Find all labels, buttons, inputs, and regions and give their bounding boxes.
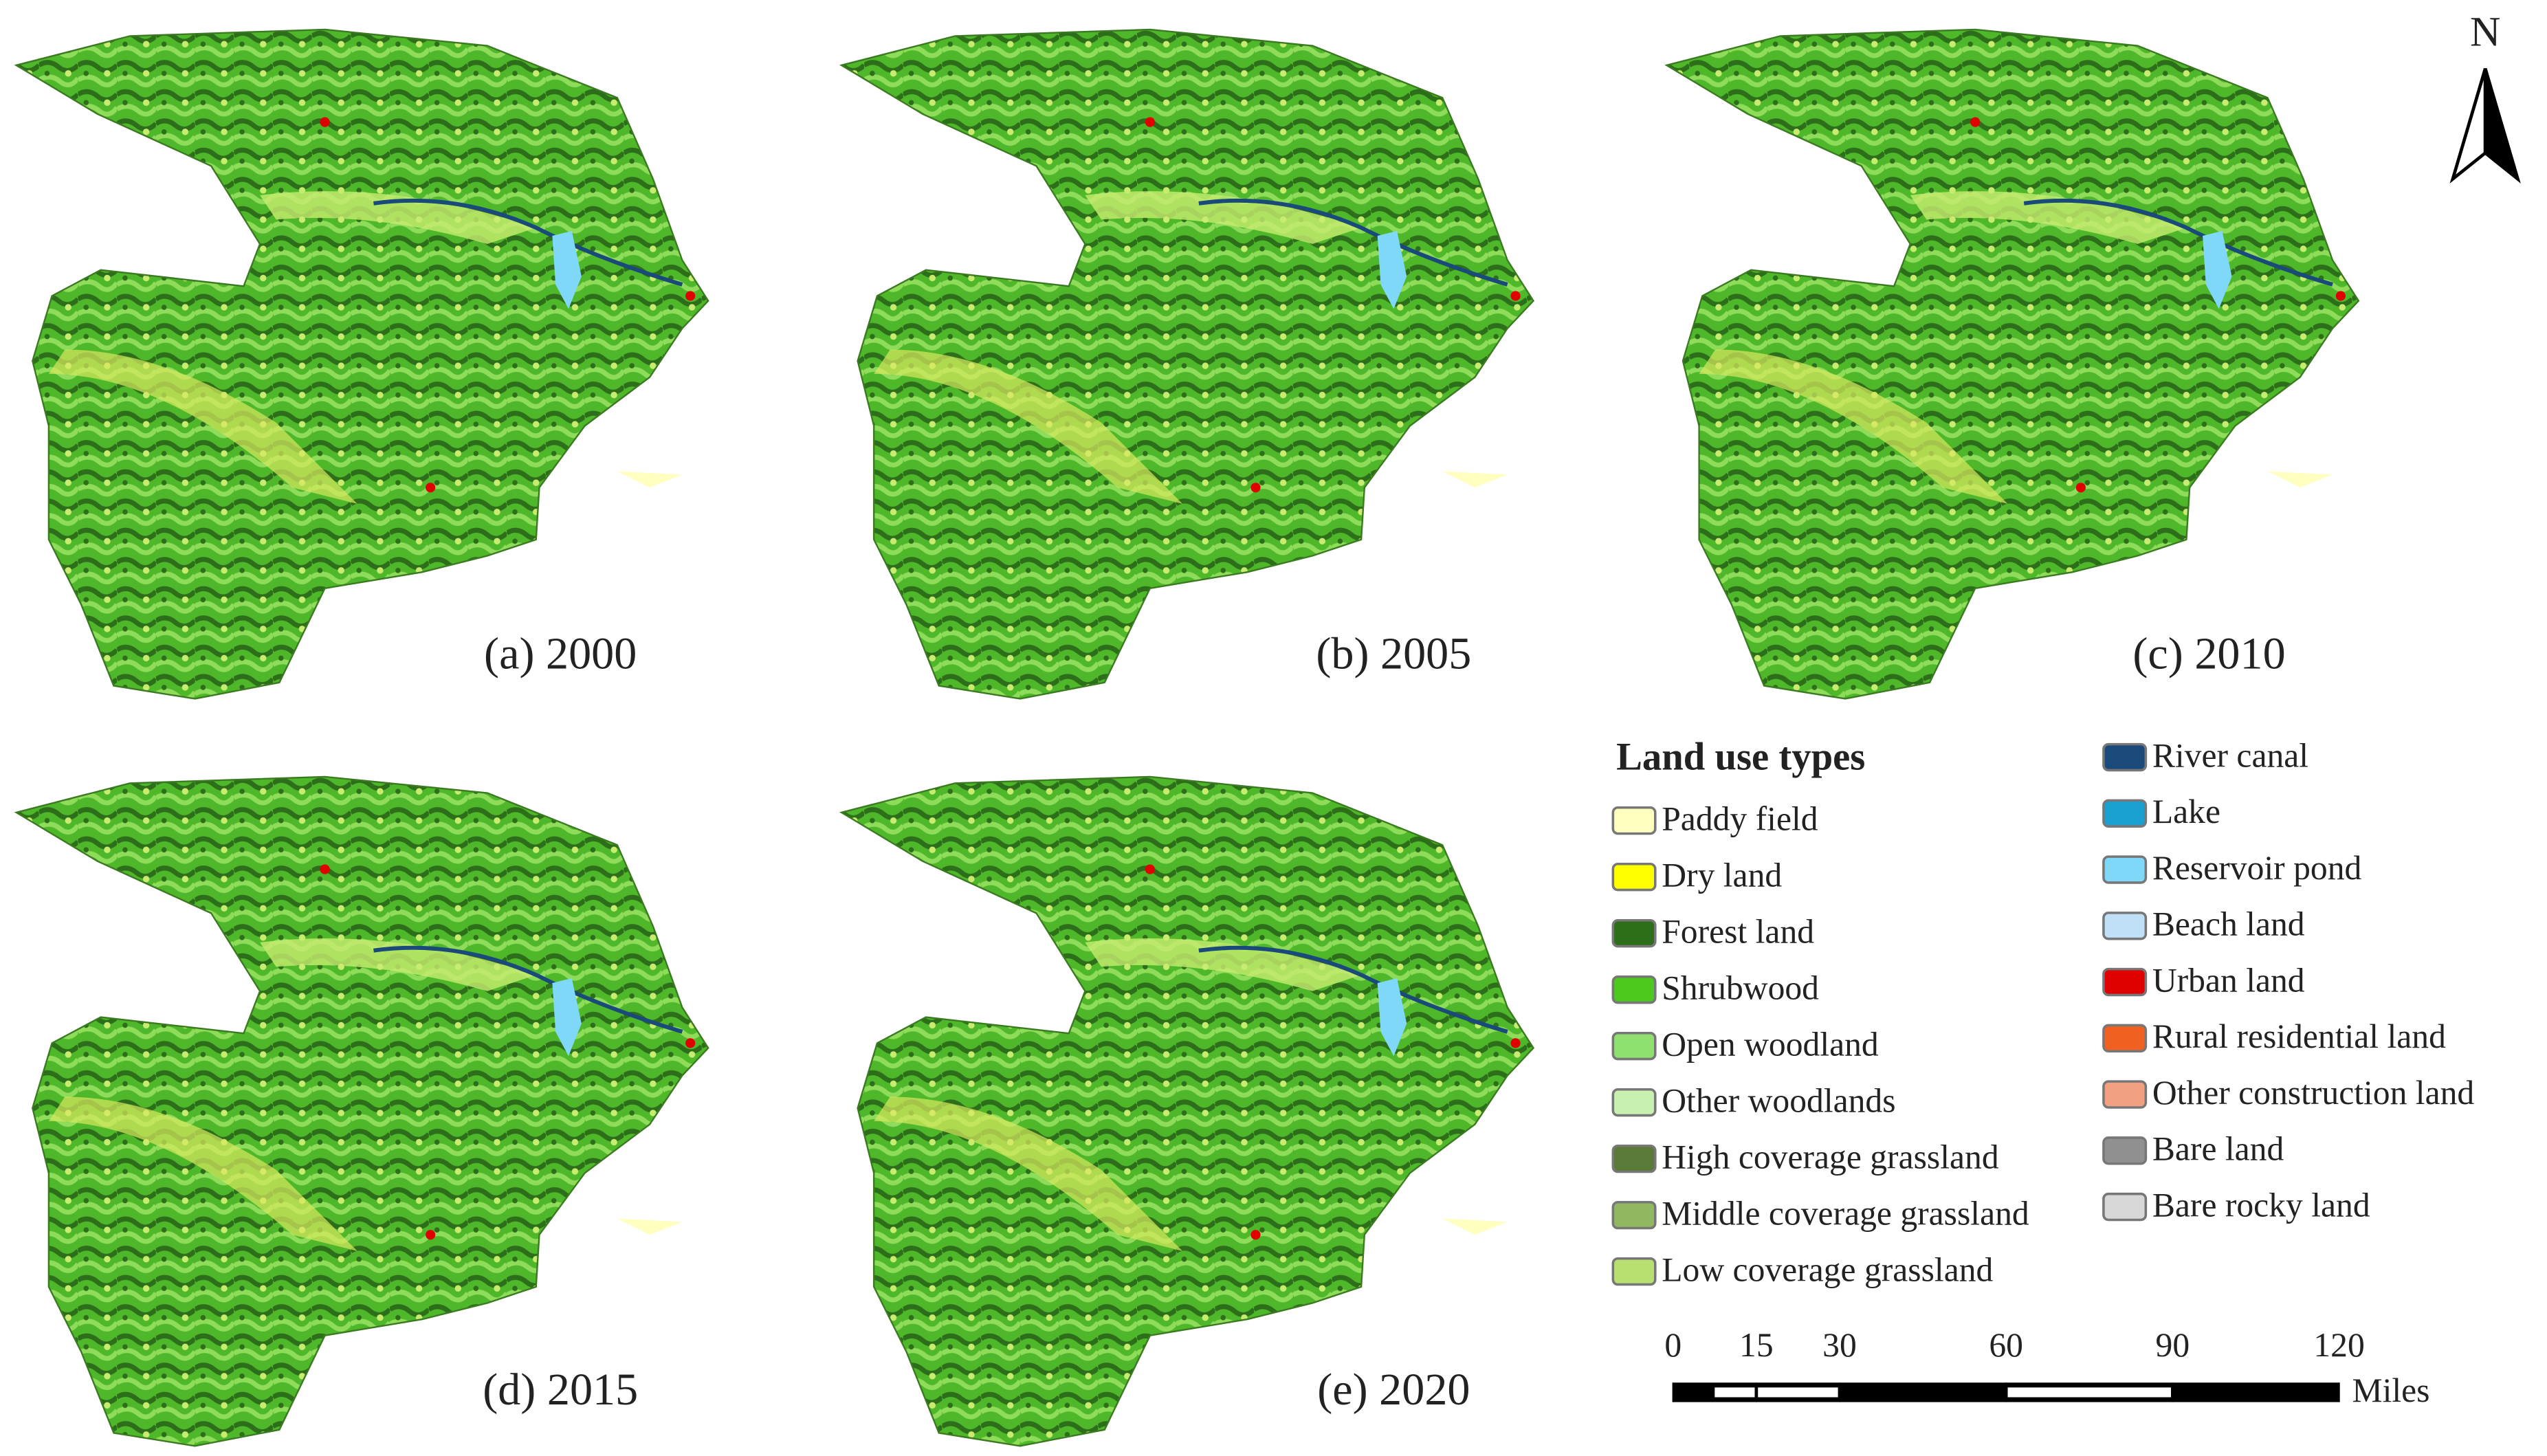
scale-tick-label: 60 (1989, 1326, 2023, 1364)
panel-label: (b) 2005 (1316, 629, 1471, 679)
legend-label: Bare land (2152, 1130, 2284, 1168)
legend-swatch (1611, 975, 1657, 1004)
legend-swatch (1611, 1257, 1657, 1286)
map-b (841, 30, 1534, 699)
panel-label: (a) 2000 (484, 629, 637, 679)
legend-swatch (1611, 863, 1657, 892)
legend-swatch (1611, 1200, 1657, 1230)
legend-swatch (1611, 1144, 1657, 1173)
legend-label: Bare rocky land (2152, 1186, 2370, 1224)
map-d (16, 777, 709, 1446)
legend-swatch (2102, 967, 2148, 997)
map-a (16, 30, 709, 699)
legend-swatch (2102, 1080, 2148, 1109)
scale-tick-label: 90 (2156, 1326, 2190, 1364)
legend-label: Forest land (1662, 912, 1814, 950)
north-label: N (2470, 9, 2500, 56)
map-c (1666, 30, 2359, 699)
scale-segment (1758, 1387, 1838, 1398)
legend-swatch (2102, 799, 2148, 828)
legend-label: Dry land (1662, 856, 1782, 894)
legend-label: Reservoir pond (2152, 849, 2362, 887)
legend-label: Urban land (2152, 961, 2305, 999)
legend-swatch (2102, 742, 2148, 772)
scale-tick-label: 30 (1822, 1326, 1857, 1364)
legend-label: Other woodlands (1662, 1081, 1895, 1119)
legend-label: Low coverage grassland (1662, 1250, 1993, 1288)
legend-label: Beach land (2152, 905, 2305, 943)
legend-label: Open woodland (1662, 1025, 1879, 1063)
legend-label: Paddy field (1662, 799, 1818, 837)
legend-label: Lake (2152, 793, 2220, 830)
legend-label: High coverage grassland (1662, 1138, 1999, 1176)
panel-label: (d) 2015 (483, 1365, 638, 1415)
map-e (841, 777, 1534, 1446)
panel-label: (e) 2020 (1317, 1365, 1470, 1415)
legend-label: Rural residential land (2152, 1017, 2446, 1055)
scale-segment (2007, 1387, 2171, 1398)
legend-label: Other construction land (2152, 1074, 2475, 1112)
legend-swatch (2102, 1136, 2148, 1165)
north-arrow: N (2449, 9, 2521, 184)
legend-swatch (2102, 1024, 2148, 1052)
scale-segment (1714, 1387, 1755, 1398)
legend-label: Middle coverage grassland (1662, 1194, 2029, 1232)
panel-label: (c) 2010 (2132, 629, 2285, 679)
legend-swatch (2102, 912, 2148, 940)
legend-swatch (1611, 1031, 1657, 1061)
legend-swatch (2102, 855, 2148, 884)
scale-tick-label: 15 (1739, 1326, 1774, 1364)
legend-label: River canal (2152, 736, 2308, 774)
legend-title: Land use types (1616, 735, 1865, 778)
scale-unit: Miles (2352, 1371, 2429, 1409)
legend-label: Shrubwood (1662, 969, 1819, 1006)
legend-swatch (2102, 1192, 2148, 1222)
scale-tick-label: 0 (1664, 1326, 1682, 1364)
scale-tick-label: 120 (2313, 1326, 2364, 1364)
legend-swatch (1611, 806, 1657, 835)
legend-swatch (1611, 1088, 1657, 1117)
legend-swatch (1611, 918, 1657, 948)
